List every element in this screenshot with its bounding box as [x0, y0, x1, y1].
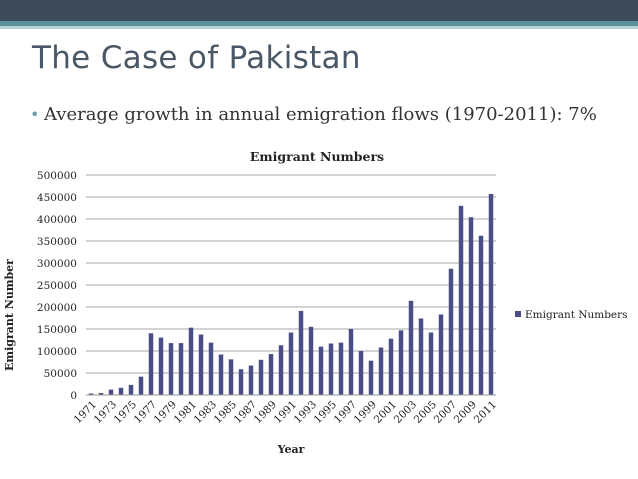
legend-swatch: [515, 311, 521, 317]
bar-1981: [188, 327, 194, 395]
bar-2009: [468, 217, 474, 395]
bullet-marker: •: [30, 105, 40, 124]
bar-2011: [488, 193, 494, 395]
bar-1979: [168, 343, 174, 395]
bar-1994: [318, 346, 324, 395]
bullet-point: • Average growth in annual emigration fl…: [30, 101, 604, 128]
y-tick-label: 100000: [37, 346, 77, 358]
x-tick-label: 2011: [472, 399, 499, 426]
bullet-text: Average growth in annual emigration flow…: [44, 104, 597, 125]
bar-1976: [138, 376, 144, 395]
y-tick-label: 350000: [37, 236, 77, 248]
bar-1975: [128, 384, 134, 395]
bar-1996: [338, 342, 344, 395]
bar-2001: [388, 338, 394, 395]
bar-1982: [198, 334, 204, 395]
bar-1972: [98, 393, 104, 395]
bar-2000: [378, 347, 384, 395]
y-tick-label: 400000: [37, 214, 77, 226]
bar-1992: [298, 310, 304, 395]
y-axis-ticks: 0 50000 100000 150000 200000 250000 300000 3500…: [37, 170, 77, 402]
bar-1989: [268, 354, 274, 395]
bar-1993: [308, 326, 314, 395]
bar-1984: [218, 354, 224, 395]
emigrant-numbers-chart: Emigrant Numbers 0 50000 100000 150000 20000…: [3, 149, 628, 456]
top-accent-line: [0, 21, 638, 26]
bar-2004: [418, 318, 424, 395]
bar-1988: [258, 359, 264, 395]
bar-1971: [88, 393, 94, 395]
bar-2007: [448, 268, 454, 395]
bar-2002: [398, 330, 404, 395]
bar-1985: [228, 359, 234, 395]
chart-legend: Emigrant Numbers: [515, 309, 628, 321]
y-tick-label: 250000: [37, 280, 77, 292]
y-tick-label: 50000: [44, 368, 77, 380]
top-band: [0, 0, 638, 21]
bar-2005: [428, 332, 434, 395]
bar-2003: [408, 300, 414, 395]
y-tick-label: 200000: [37, 302, 77, 314]
bar-1999: [368, 360, 374, 395]
chart-bars: [88, 193, 494, 395]
x-axis-label: Year: [277, 443, 305, 456]
bar-1990: [278, 345, 284, 395]
bar-1983: [208, 342, 214, 395]
bar-2008: [458, 205, 464, 395]
x-axis-ticks: 1971197319751977197919811983198519871989…: [72, 399, 499, 426]
bar-1978: [158, 337, 164, 395]
slide-title: The Case of Pakistan: [32, 40, 361, 76]
bar-1995: [328, 343, 334, 395]
bar-1987: [248, 365, 254, 395]
y-axis-label: Emigrant Number: [3, 259, 16, 371]
chart-title: Emigrant Numbers: [250, 149, 384, 164]
y-tick-label: 150000: [37, 324, 77, 336]
y-tick-label: 500000: [37, 170, 77, 182]
bar-1980: [178, 343, 184, 395]
bar-1986: [238, 369, 244, 395]
y-tick-label: 450000: [37, 192, 77, 204]
y-tick-label: 300000: [37, 258, 77, 270]
bar-1991: [288, 332, 294, 395]
bar-1974: [118, 387, 124, 395]
bar-1997: [348, 329, 354, 395]
chart-gridlines: [86, 174, 496, 374]
bar-1973: [108, 389, 114, 395]
bar-1998: [358, 351, 364, 395]
bar-1977: [148, 333, 154, 395]
bar-2006: [438, 314, 444, 395]
y-tick-label: 0: [70, 390, 77, 402]
top-accent-line-light: [0, 26, 638, 29]
legend-label: Emigrant Numbers: [525, 309, 628, 321]
bar-2010: [478, 235, 484, 395]
